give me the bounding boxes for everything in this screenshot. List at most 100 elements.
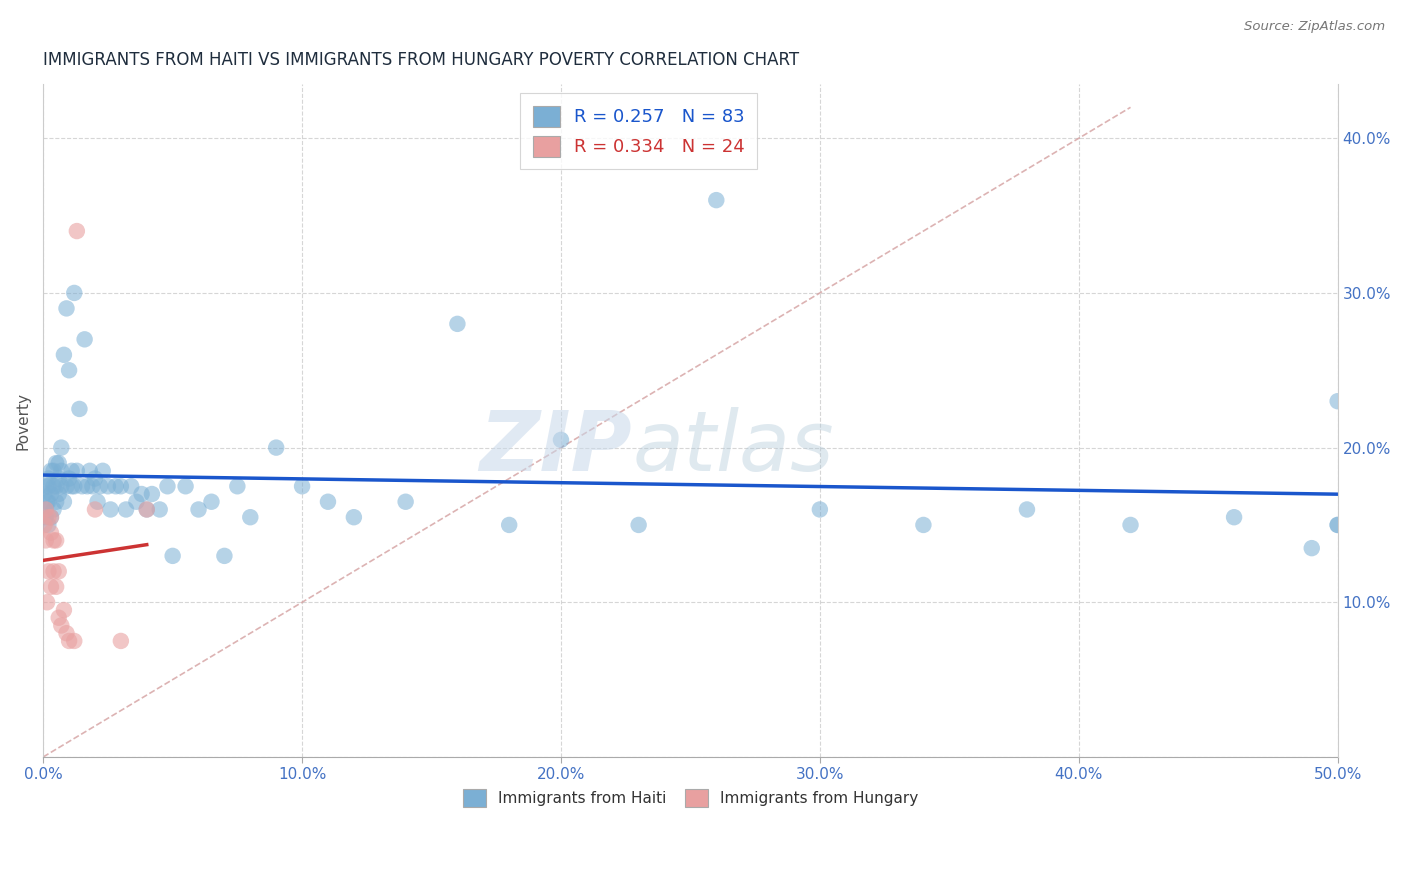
Point: [141, 487, 163, 501]
Point: [63, 285, 86, 300]
Point: [35, 494, 58, 508]
Point: [156, 479, 179, 493]
Point: [37, 510, 59, 524]
Point: [39, 580, 62, 594]
Point: [51, 464, 73, 478]
Point: [37, 479, 59, 493]
Point: [395, 494, 418, 508]
Point: [52, 348, 75, 362]
Point: [100, 502, 122, 516]
Point: [45, 479, 67, 493]
Point: [264, 441, 287, 455]
Text: atlas: atlas: [633, 407, 834, 488]
Point: [52, 494, 75, 508]
Point: [39, 464, 62, 478]
Point: [1326, 517, 1348, 532]
Point: [48, 487, 70, 501]
Point: [226, 479, 249, 493]
Point: [39, 525, 62, 540]
Point: [35, 510, 58, 524]
Point: [63, 479, 86, 493]
Point: [82, 479, 104, 493]
Point: [42, 479, 65, 493]
Point: [498, 517, 520, 532]
Point: [34, 517, 56, 532]
Point: [135, 502, 157, 516]
Point: [550, 433, 572, 447]
Point: [52, 603, 75, 617]
Point: [37, 471, 59, 485]
Point: [162, 549, 184, 563]
Point: [42, 533, 65, 548]
Point: [1015, 502, 1038, 516]
Point: [149, 502, 172, 516]
Point: [79, 464, 101, 478]
Point: [343, 510, 366, 524]
Text: IMMIGRANTS FROM HAITI VS IMMIGRANTS FROM HUNGARY POVERTY CORRELATION CHART: IMMIGRANTS FROM HAITI VS IMMIGRANTS FROM…: [44, 51, 800, 69]
Point: [35, 595, 58, 609]
Point: [110, 634, 132, 648]
Point: [104, 479, 127, 493]
Point: [60, 479, 83, 493]
Point: [704, 193, 727, 207]
Point: [316, 494, 339, 508]
Text: ZIP: ZIP: [479, 407, 633, 488]
Point: [84, 502, 107, 516]
Point: [125, 494, 148, 508]
Point: [120, 479, 142, 493]
Point: [39, 510, 62, 524]
Point: [66, 464, 89, 478]
Point: [34, 487, 56, 501]
Point: [67, 401, 90, 416]
Point: [73, 332, 96, 346]
Point: [39, 487, 62, 501]
Point: [1326, 517, 1348, 532]
Point: [48, 456, 70, 470]
Point: [48, 471, 70, 485]
Point: [48, 565, 70, 579]
Point: [37, 565, 59, 579]
Point: [45, 494, 67, 508]
Point: [58, 471, 80, 485]
Point: [115, 502, 138, 516]
Point: [35, 479, 58, 493]
Y-axis label: Poverty: Poverty: [15, 392, 30, 450]
Point: [1223, 510, 1246, 524]
Point: [58, 363, 80, 377]
Point: [51, 479, 73, 493]
Point: [42, 502, 65, 516]
Point: [39, 510, 62, 524]
Point: [35, 502, 58, 516]
Point: [446, 317, 468, 331]
Point: [239, 510, 262, 524]
Point: [91, 464, 114, 478]
Legend: Immigrants from Haiti, Immigrants from Hungary: Immigrants from Haiti, Immigrants from H…: [457, 783, 924, 814]
Text: Source: ZipAtlas.com: Source: ZipAtlas.com: [1244, 20, 1385, 33]
Point: [97, 479, 120, 493]
Point: [808, 502, 831, 516]
Point: [135, 502, 157, 516]
Point: [86, 494, 108, 508]
Point: [131, 487, 153, 501]
Point: [187, 502, 209, 516]
Point: [48, 611, 70, 625]
Point: [63, 634, 86, 648]
Point: [76, 479, 98, 493]
Point: [291, 479, 314, 493]
Point: [60, 464, 83, 478]
Point: [55, 479, 77, 493]
Point: [45, 533, 67, 548]
Point: [35, 533, 58, 548]
Point: [37, 517, 59, 532]
Point: [45, 456, 67, 470]
Point: [55, 626, 77, 640]
Point: [70, 479, 93, 493]
Point: [51, 618, 73, 632]
Point: [89, 479, 111, 493]
Point: [174, 479, 197, 493]
Point: [42, 565, 65, 579]
Point: [912, 517, 935, 532]
Point: [51, 441, 73, 455]
Point: [37, 494, 59, 508]
Point: [55, 301, 77, 316]
